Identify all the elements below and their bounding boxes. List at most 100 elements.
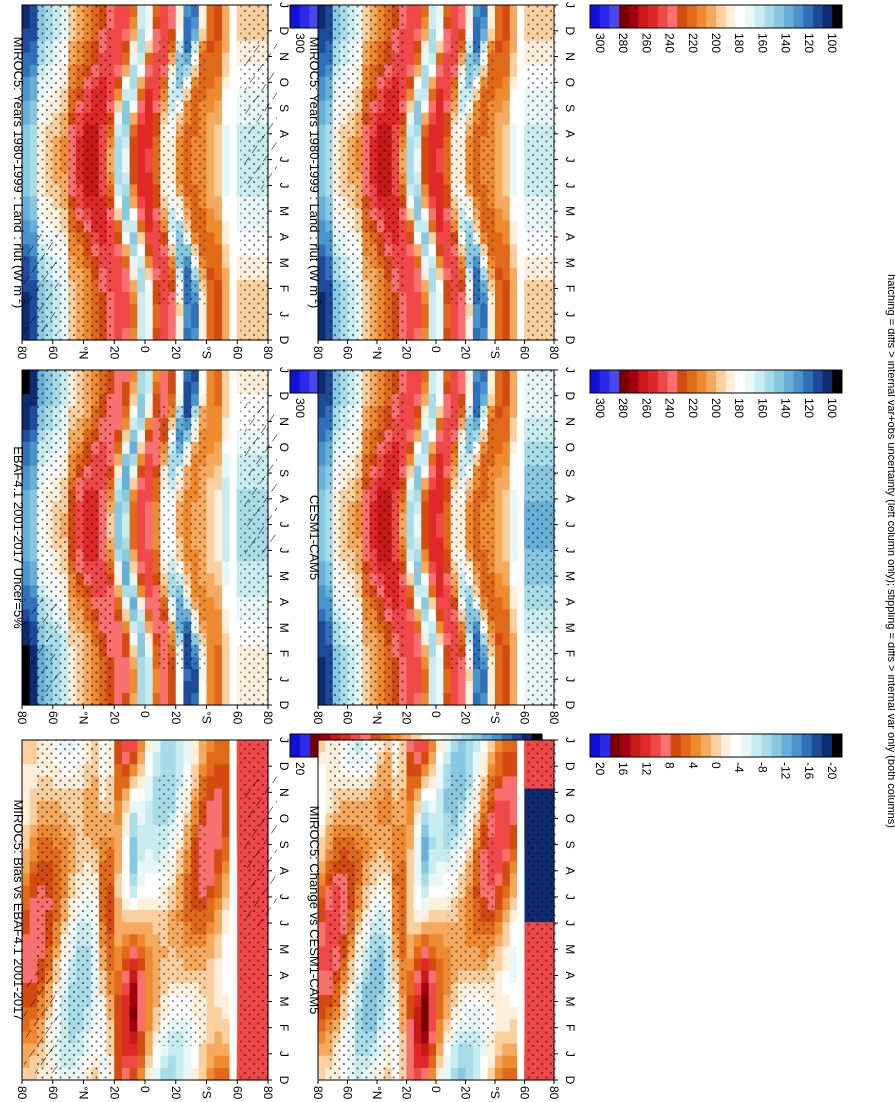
heatmap-cell	[22, 788, 31, 802]
heatmap-cell	[183, 669, 192, 682]
heatmap-cell	[406, 16, 415, 30]
heatmap-cell	[206, 645, 215, 658]
heatmap-cell	[221, 100, 231, 114]
heatmap-cell	[137, 585, 146, 598]
heatmap-cell	[318, 897, 326, 911]
heatmap-cell	[325, 381, 334, 395]
heatmap-cell	[114, 370, 123, 383]
heatmap-cell	[129, 573, 138, 586]
heatmap-cell	[495, 16, 503, 30]
colorbar-swatch	[716, 370, 727, 393]
heatmap-cell	[472, 16, 481, 30]
heatmap-cell	[221, 573, 231, 586]
heatmap-cell	[114, 764, 123, 778]
heatmap-cell	[129, 160, 138, 174]
heatmap-cell	[22, 5, 31, 18]
heatmap-cell	[495, 124, 503, 138]
heatmap-cell	[129, 812, 138, 826]
heatmap-cell	[221, 958, 231, 972]
heatmap-cell	[206, 88, 215, 102]
heatmap-cell	[137, 946, 146, 960]
heatmap-cell	[509, 633, 518, 646]
heatmap-cell	[145, 825, 154, 838]
heatmap-cell	[206, 316, 215, 329]
heatmap-cell	[206, 561, 215, 574]
heatmap-cell	[495, 316, 503, 329]
heatmap-cell	[29, 885, 38, 899]
heatmap-cell	[502, 549, 511, 563]
heatmap-cell	[318, 328, 326, 341]
heatmap-cell	[421, 597, 430, 610]
heatmap-cell	[325, 549, 334, 563]
heatmap-cell	[121, 1019, 131, 1033]
heatmap-cell	[137, 196, 146, 209]
heatmap-cell	[22, 393, 31, 407]
heatmap-cell	[413, 244, 422, 257]
heatmap-cell	[145, 837, 154, 850]
heatmap-cell	[114, 740, 123, 753]
heatmap-cell	[129, 52, 138, 66]
heatmap-cell	[168, 740, 177, 753]
heatmap-cell	[221, 88, 231, 102]
heatmap-cell	[472, 328, 481, 341]
heatmap-cell	[221, 621, 231, 634]
heatmap-cell	[152, 489, 161, 503]
month-tick-label: A	[277, 130, 291, 138]
heatmap-cell	[152, 381, 161, 395]
heatmap-cell	[436, 172, 444, 186]
heatmap-cell	[406, 148, 415, 162]
heatmap-cell	[502, 16, 511, 30]
heatmap-cell	[114, 1007, 123, 1020]
colorbar-swatch	[299, 5, 310, 28]
colorbar-swatch	[706, 370, 717, 393]
colorbar-label: 240	[663, 398, 677, 418]
heatmap-cell	[206, 40, 215, 54]
heatmap-cell	[413, 549, 422, 563]
heatmap-cell	[152, 561, 161, 574]
heatmap-cell	[129, 1031, 138, 1045]
heatmap-cell	[509, 88, 518, 102]
heatmap-cell	[183, 381, 192, 395]
heatmap-cell	[114, 633, 123, 646]
heatmap-cell	[214, 40, 223, 54]
heatmap-cell	[137, 441, 146, 455]
heatmap-cell	[121, 776, 131, 790]
heatmap-cell	[214, 982, 223, 996]
heatmap-cell	[175, 381, 185, 395]
heatmap-cell	[152, 136, 161, 150]
lat-tick-label: 60	[46, 346, 60, 360]
heatmap-cell	[325, 1019, 334, 1033]
heatmap-cell	[428, 184, 437, 198]
heatmap-cell	[191, 316, 200, 329]
heatmap-cell	[318, 28, 326, 42]
colorbar-label: 300	[593, 398, 607, 418]
heatmap-cell	[509, 585, 518, 598]
heatmap-cell	[214, 100, 223, 114]
heatmap-cell	[22, 825, 31, 838]
heatmap-cell	[145, 800, 154, 814]
heatmap-cell	[206, 764, 215, 778]
heatmap-cell	[221, 837, 231, 850]
colorbar-swatch	[832, 370, 843, 393]
heatmap-cell	[421, 40, 430, 54]
heatmap-cell	[450, 316, 459, 329]
heatmap-cell	[206, 573, 215, 586]
heatmap-cell	[436, 316, 444, 329]
heatmap-cell	[198, 393, 208, 407]
heatmap-cell	[406, 220, 415, 233]
heatmap-cell	[325, 208, 334, 221]
heatmap-cell	[502, 244, 511, 257]
colorbar-swatch	[764, 370, 775, 393]
heatmap-cell	[480, 393, 489, 407]
heatmap-cell	[413, 100, 422, 114]
month-tick-label: J	[277, 1051, 291, 1057]
colorbar-swatch	[609, 5, 620, 28]
heatmap-cell	[428, 405, 437, 419]
heatmap-cell	[137, 280, 146, 293]
heatmap-cell	[465, 316, 474, 329]
panel-title: CESM1-CAM5	[307, 495, 322, 580]
heatmap-cell	[152, 982, 161, 996]
heatmap-cell	[160, 764, 169, 778]
heatmap-cell	[480, 16, 489, 30]
heatmap-cell	[318, 645, 326, 658]
